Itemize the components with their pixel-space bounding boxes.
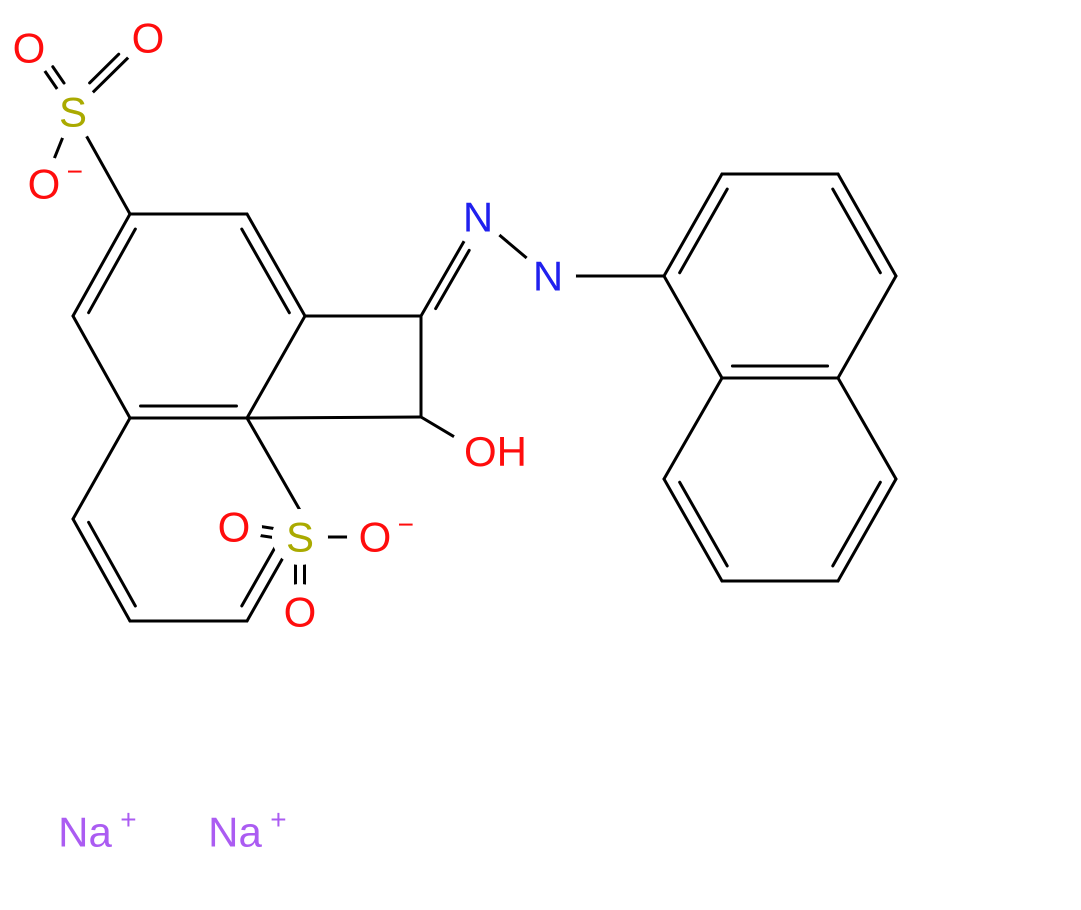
atom-label: O [13,25,46,72]
atom-label: O [359,514,392,561]
atom-label: S [59,89,87,136]
atom-label: Na [208,809,262,856]
atom-label: Na [58,809,112,856]
atom-label: O [28,161,61,208]
bond-layer [40,52,896,621]
atom-label: S [286,514,314,561]
atom-label: O [132,15,165,62]
atom-label: N [463,194,493,241]
atom-charge: + [120,804,136,835]
atom-charge: − [67,156,83,187]
atom-label: OH [464,428,527,475]
atom-charge: − [398,509,414,540]
chemical-structure-svg: SOOO−SOOO−OHNNNa+Na+ [0,0,1081,910]
atom-label: O [218,504,251,551]
atom-charge: + [270,804,286,835]
atom-label: O [284,589,317,636]
label-layer: SOOO−SOOO−OHNNNa+Na+ [13,15,564,856]
atom-label: N [533,253,563,300]
